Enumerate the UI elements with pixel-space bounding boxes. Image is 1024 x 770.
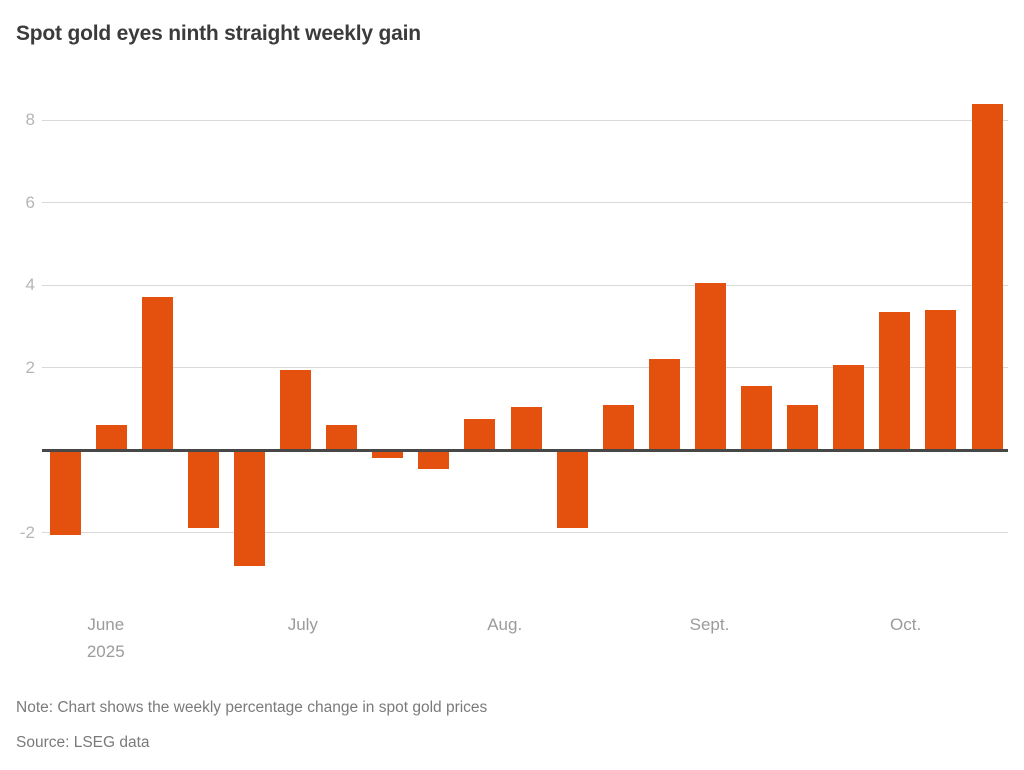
- bar-week-16: [741, 386, 772, 450]
- y-axis-tick-label: -2: [19, 522, 35, 542]
- bar-week-9: [418, 450, 450, 469]
- bar-week-2: [95, 425, 127, 450]
- bar-week-18: [833, 365, 865, 450]
- bar-week-12: [556, 450, 588, 529]
- gridline-y6: [42, 202, 1008, 203]
- y-axis-tick-label: 2: [25, 357, 35, 377]
- bar-week-21: [971, 103, 1003, 450]
- x-axis-month-label-sept: Sept.: [689, 615, 730, 634]
- bar-week-6: [280, 369, 311, 450]
- bar-week-5: [233, 450, 265, 566]
- x-axis-month-label-june: June: [87, 615, 125, 634]
- gridline-y2: [42, 367, 1008, 368]
- y-axis-tick-label: 4: [25, 275, 35, 294]
- bar-week-17: [787, 404, 819, 450]
- chart-source: Source: LSEG data: [16, 734, 150, 751]
- x-axis-month-label-july: July: [287, 615, 318, 634]
- bar-week-3: [141, 297, 173, 450]
- bar-week-7: [326, 425, 358, 450]
- chart-note: Note: Chart shows the weekly percentage …: [16, 699, 488, 716]
- x-axis-month-label-oct: Oct.: [890, 615, 922, 634]
- bar-week-1: [49, 450, 81, 535]
- gridline-y8: [42, 119, 1008, 121]
- bar-week-19: [879, 311, 911, 450]
- bar-week-10: [464, 419, 496, 450]
- bar-week-13: [602, 404, 634, 450]
- y-axis-tick-label: 8: [25, 110, 35, 129]
- zero-baseline: [42, 449, 1008, 452]
- gridline-y4: [42, 284, 1008, 286]
- gridline-y-2: [42, 532, 1008, 533]
- bar-week-15: [694, 282, 726, 450]
- chart-title: Spot gold eyes ninth straight weekly gai…: [16, 22, 421, 45]
- y-axis-tick-label: 6: [25, 192, 35, 212]
- bar-week-11: [510, 406, 542, 450]
- bar-week-14: [648, 359, 680, 450]
- bar-week-20: [925, 309, 957, 450]
- x-axis-month-label-aug: Aug.: [487, 615, 523, 634]
- x-axis-year-label: 2025: [86, 642, 125, 661]
- bar-week-4: [187, 450, 219, 529]
- bar-week-8: [372, 450, 404, 459]
